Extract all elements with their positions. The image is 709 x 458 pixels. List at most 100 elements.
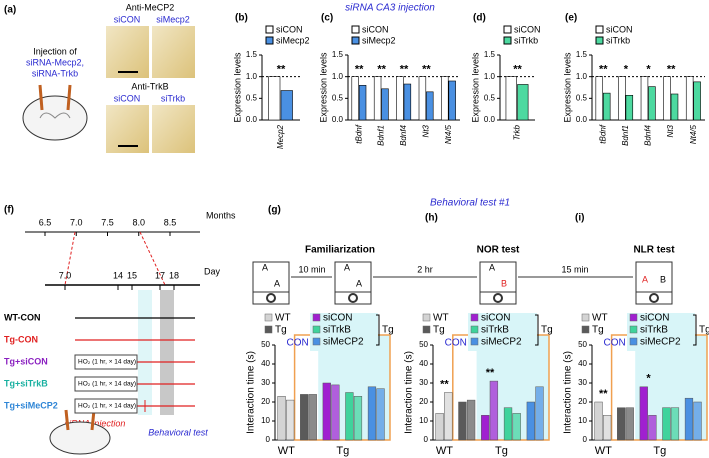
region-label: CON (603, 338, 625, 349)
y-tick-label: 0.0 (246, 115, 258, 124)
bar (458, 401, 467, 441)
x-tick-label: Nt3 (666, 124, 675, 137)
legend-label: siMecp2 (276, 35, 310, 45)
panel-label: (h) (425, 213, 438, 224)
legend-swatch (629, 337, 638, 346)
legend-group-label: Tg (382, 325, 394, 336)
legend-swatch (503, 25, 512, 34)
micrograph (106, 26, 149, 78)
legend-label: WT (592, 313, 608, 324)
y-tick-label: 1.5 (332, 50, 344, 59)
legend-label: siMecp2 (362, 35, 396, 45)
bar (481, 415, 490, 441)
bar (466, 399, 476, 441)
x-tick-label: Bdnf1 (621, 125, 630, 146)
protocol-title: NLR test (633, 245, 675, 256)
y-tick-label: 0 (424, 435, 429, 444)
legend-swatch (422, 325, 431, 334)
connector (64, 231, 76, 286)
x-tick-label: Trkb (513, 124, 522, 140)
tick-label: 18 (169, 270, 179, 280)
test-label: Behavioral test (148, 427, 208, 437)
bar (595, 76, 604, 121)
legend-swatch (595, 36, 604, 45)
bar (693, 81, 701, 121)
x-tick-label: Nt4/5 (689, 124, 698, 144)
bar (617, 407, 626, 441)
tick-label: 8.0 (132, 217, 145, 227)
x-tick-label: Bdnf4 (399, 124, 408, 145)
test-window (160, 290, 174, 415)
bar (280, 90, 293, 121)
treatment-label: HO₂ (1 hr, × 14 day) (78, 359, 136, 366)
x-tick-label: Nt4/5 (444, 124, 453, 144)
legend-label: siTrkB (323, 325, 351, 336)
legend-bracket (535, 314, 539, 346)
tick-label: 14 (113, 270, 123, 280)
y-tick-label: 40 (261, 359, 270, 368)
bar (684, 397, 694, 441)
legend-label: siTrkb (514, 35, 538, 45)
legend-swatch (264, 325, 273, 334)
image-title: Anti-MeCP2 (126, 2, 175, 12)
bar (618, 76, 626, 121)
bar (426, 91, 434, 121)
y-tick-label: 10 (261, 416, 270, 425)
y-tick-label: 0 (266, 435, 271, 444)
y-tick-label: 0.0 (332, 115, 344, 124)
bar (376, 388, 385, 441)
object: A (642, 274, 648, 284)
bar (345, 392, 354, 441)
treatment-box (74, 354, 138, 370)
bar (351, 76, 359, 121)
interval: 10 min (298, 264, 325, 274)
legend-label: siTrkb (606, 35, 630, 45)
x-tick-label: tBdnf (354, 124, 363, 143)
y-tick-label: 1.5 (484, 50, 496, 59)
object: A (489, 262, 495, 272)
bar (602, 92, 611, 121)
y-tick-label: 50 (261, 340, 270, 349)
legend-swatch (264, 313, 273, 322)
significance: ** (599, 388, 608, 400)
region-label: CON (445, 338, 467, 349)
legend-swatch (312, 337, 321, 346)
bar (662, 407, 671, 441)
tick-label: 17 (155, 270, 165, 280)
x-group-label: Tg (336, 445, 349, 457)
legend-label: WT (275, 313, 291, 324)
legend-label: Tg (433, 325, 445, 336)
bar (448, 80, 456, 121)
legend-label: siTrkB (640, 325, 668, 336)
legend-label: Tg (275, 325, 287, 336)
legend-swatch (581, 325, 590, 334)
legend-label: siCON (362, 24, 389, 34)
legend-swatch (265, 25, 274, 34)
significance: ** (400, 64, 409, 76)
brain-illustration (49, 409, 111, 455)
bar (603, 415, 612, 441)
legend-swatch (265, 36, 274, 45)
bar (512, 413, 521, 441)
micrograph (152, 26, 195, 78)
legend-label: siTrkB (481, 325, 509, 336)
protocol-title: NOR test (477, 245, 520, 256)
significance: ** (667, 64, 676, 76)
bar (503, 407, 513, 441)
legend-label: siMeCP2 (323, 337, 364, 348)
tick-label: 6.5 (39, 217, 52, 227)
significance: ** (355, 64, 364, 76)
y-tick-label: 0 (583, 435, 588, 444)
legend-swatch (503, 36, 512, 45)
legend-group-label: Tg (699, 325, 709, 336)
bar (670, 407, 680, 441)
bar (373, 76, 382, 121)
y-tick-label: 30 (419, 378, 428, 387)
image-label: siMecp2 (156, 14, 190, 24)
y-tick-label: 10 (578, 416, 587, 425)
bar (625, 95, 634, 121)
legend-label: siMeCP2 (640, 337, 681, 348)
panel-label: (g) (268, 205, 281, 216)
bar (277, 396, 286, 441)
bar (435, 413, 444, 441)
